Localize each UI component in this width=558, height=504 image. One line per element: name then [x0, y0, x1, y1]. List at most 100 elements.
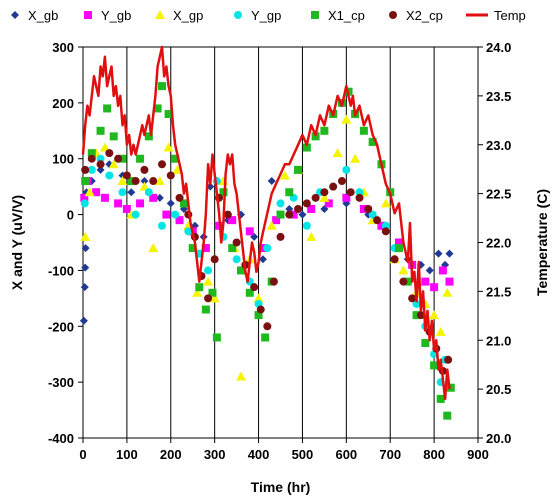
point-y-gb [92, 188, 101, 197]
point-y-gb [359, 204, 368, 213]
point-y-gp [412, 299, 421, 308]
x-tick-label: 200 [160, 447, 182, 462]
point-x-gb [81, 244, 90, 253]
point-x1-cp [421, 339, 430, 348]
axes: 0 100 200 300 400 500 600 700 800 900 300 200 100 0 -1… [48, 40, 511, 462]
point-x2-cp [105, 149, 114, 158]
x-tick-label: 600 [335, 447, 357, 462]
y-axis-title: X and Y (uV/V) [9, 195, 25, 290]
point-y-gb [122, 204, 131, 213]
point-y-gb [245, 227, 254, 236]
point-y-gp [105, 171, 114, 180]
point-x-gp [319, 192, 330, 202]
point-x-gp [429, 310, 440, 320]
point-x-gp [279, 170, 290, 180]
point-x1-cp [276, 210, 285, 219]
legend-label: X1_cp [328, 8, 365, 23]
point-x-gp [154, 176, 165, 186]
legend-swatch [155, 10, 165, 19]
point-x2-cp [232, 238, 241, 247]
point-x1-cp [164, 110, 173, 119]
point-x2-cp [149, 177, 158, 186]
point-x-gp [350, 153, 361, 163]
point-x1-cp [302, 143, 311, 152]
series-y-gp [80, 154, 450, 387]
legend-item-x2-cp: X2_cp [389, 8, 443, 23]
point-x1-cp [219, 188, 228, 197]
legend-label: X_gb [28, 8, 58, 23]
point-x1-cp [294, 165, 303, 174]
point-x-gp [148, 243, 159, 253]
y2-tick-label: 22.5 [486, 187, 511, 202]
point-y-gb [149, 193, 158, 202]
x-tick-label: 900 [467, 447, 489, 462]
legend-item-y-gp: Y_gp [234, 8, 281, 23]
legend-item-x-gp: X_gp [155, 8, 203, 23]
point-x1-cp [412, 311, 421, 320]
point-x2-cp [166, 171, 175, 180]
point-y-gp [87, 165, 96, 174]
point-x-gp [209, 293, 220, 303]
point-x-gb [81, 263, 90, 272]
x-tick-label: 100 [116, 447, 138, 462]
point-y-gp [302, 221, 311, 230]
point-x2-cp [390, 255, 399, 264]
y2-tick-label: 20.5 [486, 382, 511, 397]
point-y-gb [228, 216, 237, 225]
point-x-gb [155, 193, 164, 202]
point-x-gp [172, 164, 183, 174]
point-x-gp [203, 276, 214, 286]
point-x1-cp [87, 149, 96, 158]
point-x1-cp [285, 188, 294, 197]
y2-axis-title: Temperature (C) [534, 189, 550, 296]
point-x-gb [425, 266, 434, 275]
point-y-gb [377, 221, 386, 230]
point-y-gb [175, 216, 184, 225]
point-x-gp [117, 176, 128, 186]
point-x1-cp [118, 154, 127, 163]
point-y-gp [342, 165, 351, 174]
point-x-gb [140, 177, 149, 186]
series-temp [81, 45, 451, 401]
point-y-gb [430, 283, 439, 292]
x-tick-label: 700 [379, 447, 401, 462]
point-x2-cp [302, 199, 311, 208]
point-x-gb [96, 165, 105, 174]
point-x2-cp [269, 277, 278, 286]
legend-label: X2_cp [406, 8, 443, 23]
series-x2-cp [81, 149, 453, 375]
point-x2-cp [364, 204, 373, 213]
point-x2-cp [285, 210, 294, 219]
y2-tick-label: 21.5 [486, 284, 511, 299]
point-y-gb [445, 277, 454, 286]
point-y-gb [162, 210, 171, 219]
point-x2-cp [337, 177, 346, 186]
legend-label: Y_gp [251, 8, 281, 23]
point-y-gb [324, 199, 333, 208]
point-x1-cp [311, 132, 320, 141]
point-x-gb [166, 199, 175, 208]
point-x-gp [435, 326, 446, 336]
legend-swatch [311, 11, 319, 19]
point-y-gp [96, 154, 105, 163]
point-x-gp [266, 220, 277, 230]
legend-item-x1-cp: X1_cp [311, 8, 365, 23]
point-y-gp [131, 210, 140, 219]
point-x1-cp [245, 288, 254, 297]
point-x2-cp [329, 182, 338, 191]
point-x1-cp [208, 288, 217, 297]
y-tick-label: 300 [52, 40, 74, 55]
y2-tick-label: 23.0 [486, 138, 511, 153]
x-tick-label: 300 [204, 447, 226, 462]
point-x2-cp [276, 232, 285, 241]
y-tick-label: -400 [48, 431, 74, 446]
point-x2-cp [96, 160, 105, 169]
point-x-gp [163, 142, 174, 152]
point-y-gp [80, 199, 89, 208]
point-x-gp [306, 231, 317, 241]
point-y-gp [355, 188, 364, 197]
point-y-gb [100, 193, 109, 202]
y-tick-label: -200 [48, 319, 74, 334]
x-tick-label: 400 [248, 447, 270, 462]
